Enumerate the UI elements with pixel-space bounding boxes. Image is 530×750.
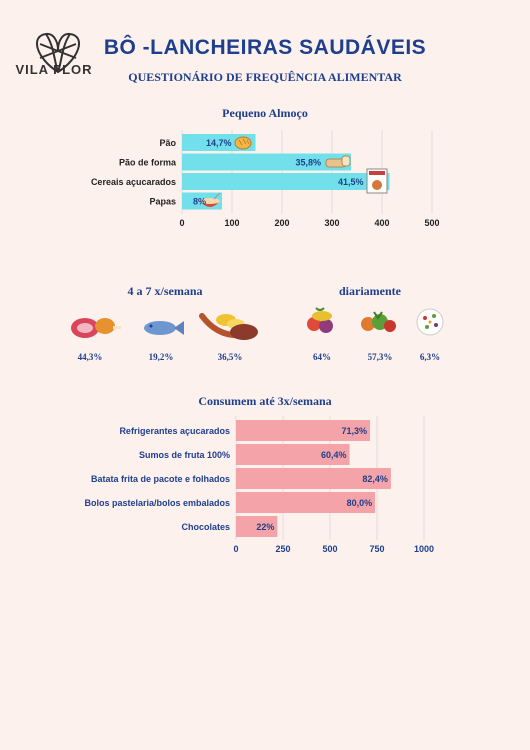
category-label: Pão de forma	[119, 158, 177, 168]
brand-name: VILA FLOR	[15, 62, 93, 77]
vila-flor-logo-icon	[36, 32, 80, 74]
weekly-consumption-chart: Refrigerantes açucarados Sumos de fruta 1…	[84, 416, 434, 554]
data-label: 8%	[193, 197, 206, 207]
x-tick-label: 0	[179, 218, 184, 228]
daily-group-title: diariamente	[339, 284, 401, 298]
data-label: 82,4%	[362, 474, 388, 484]
data-label: 80,0%	[347, 498, 373, 508]
cereal-box-icon	[366, 168, 388, 194]
meat-chicken-icon	[71, 318, 121, 338]
food-icons-row	[71, 307, 444, 340]
bar	[182, 153, 351, 171]
data-label: 71,3%	[342, 426, 368, 436]
porridge-bowl-icon	[200, 192, 221, 207]
x-tick-label: 1000	[414, 544, 434, 554]
daily-pct-1: 64%	[313, 352, 331, 362]
chart2-title: Consumem até 3x/semana	[198, 394, 332, 408]
bar	[182, 173, 390, 190]
sausage-cheese-icon	[199, 313, 258, 340]
vegetables-icon	[361, 311, 396, 332]
x-tick-label: 750	[369, 544, 384, 554]
x-tick-label: 500	[424, 218, 439, 228]
category-label: Chocolates	[181, 522, 230, 532]
bread-icon	[234, 136, 252, 150]
daily-pct-2: 57,3%	[367, 352, 393, 362]
x-tick-label: 100	[224, 218, 239, 228]
category-label: Papas	[149, 197, 176, 207]
category-label: Bolos pastelaria/bolos embalados	[84, 498, 230, 508]
weekly-group-title: 4 a 7 x/semana	[127, 284, 203, 298]
breakfast-chart: Pão Pão de forma Cereais açucarados Papas 1…	[91, 130, 440, 228]
bar	[236, 516, 278, 537]
category-label: Refrigerantes açucarados	[119, 426, 230, 436]
fruit-icon	[307, 307, 333, 333]
bar	[236, 420, 371, 441]
data-label: 14,7%	[206, 138, 232, 148]
x-tick-label: 400	[374, 218, 389, 228]
category-label: Batata frita de pacote e folhados	[91, 474, 230, 484]
x-tick-label: 0	[233, 544, 238, 554]
page-subtitle: QUESTIONÁRIO DE FREQUÊNCIA ALIMENTAR	[128, 70, 402, 84]
sliced-bread-icon	[325, 155, 351, 168]
fish-icon	[144, 321, 184, 335]
data-label: 41,5%	[338, 177, 364, 187]
x-tick-label: 250	[275, 544, 290, 554]
x-tick-label: 300	[324, 218, 339, 228]
chart1-title: Pequeno Almoço	[222, 106, 308, 120]
daily-pct-3: 6,3%	[419, 352, 441, 362]
category-label: Cereais açucarados	[91, 177, 176, 187]
data-label: 35,8%	[295, 158, 321, 168]
category-label: Sumos de fruta 100%	[139, 450, 230, 460]
bar	[236, 468, 391, 489]
mixed-plate-icon	[416, 308, 444, 336]
x-tick-label: 500	[322, 544, 337, 554]
category-label: Pão	[159, 138, 176, 148]
data-label: 60,4%	[321, 450, 347, 460]
page-title: BÔ -LANCHEIRAS SAUDÁVEIS	[103, 36, 427, 59]
weekly-pct-3: 36,5%	[217, 352, 243, 362]
bar	[236, 444, 350, 465]
bar	[236, 492, 376, 513]
data-label: 22%	[256, 522, 274, 532]
weekly-pct-1: 44,3%	[77, 352, 103, 362]
x-tick-label: 200	[274, 218, 289, 228]
weekly-pct-2: 19,2%	[148, 352, 174, 362]
